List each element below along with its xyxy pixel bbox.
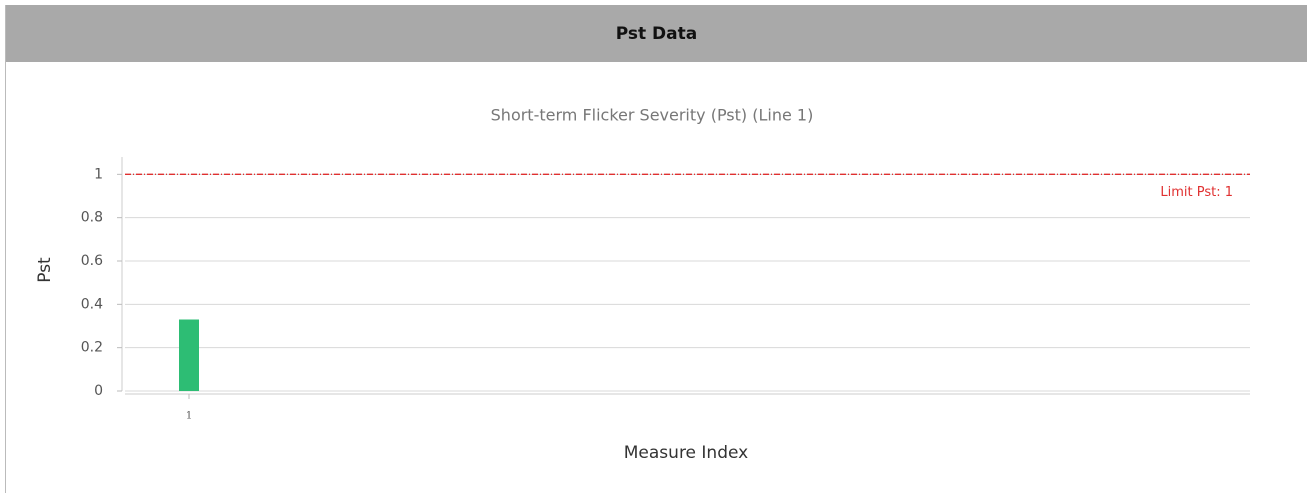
y-tick-label: 0.2	[81, 340, 103, 356]
bar	[179, 319, 199, 391]
y-tick-label: 0.8	[81, 210, 103, 226]
chart-title: Short-term Flicker Severity (Pst) (Line …	[491, 106, 814, 125]
y-tick-label: 0.4	[81, 296, 103, 312]
x-axis-label: Measure Index	[624, 443, 748, 463]
y-tick-label: 1	[94, 166, 103, 182]
limit-label: Limit Pst: 1	[1160, 185, 1233, 200]
panel: Pst Data	[5, 5, 1307, 493]
x-tick-label: 1	[186, 411, 192, 422]
y-tick-label: 0.6	[81, 253, 103, 269]
y-axis-label: Pst	[35, 257, 55, 283]
y-tick-label: 0	[94, 383, 103, 399]
panel-header: Pst Data	[6, 5, 1307, 62]
